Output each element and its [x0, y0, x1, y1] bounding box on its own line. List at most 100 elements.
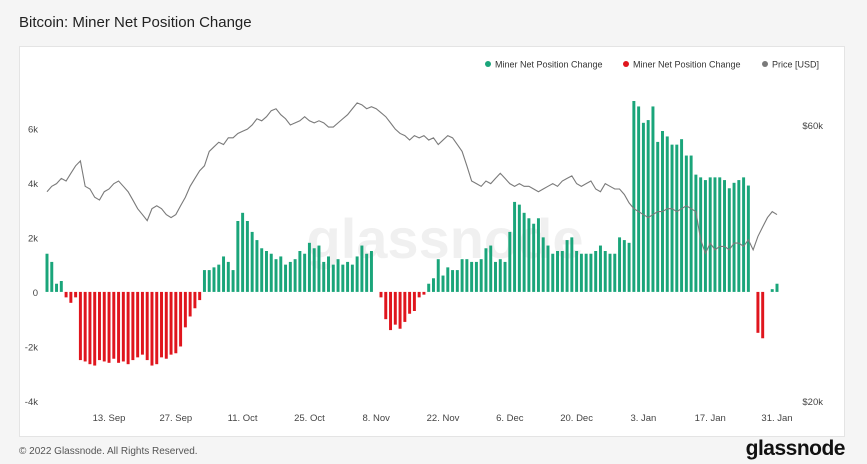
bar-positive	[646, 120, 650, 292]
bar-positive	[322, 261, 326, 292]
bar-positive	[565, 240, 569, 292]
bar-negative	[88, 291, 92, 365]
bar-negative	[422, 291, 426, 295]
bar-positive	[465, 259, 469, 292]
x-axis-tick-label: 13. Sep	[93, 413, 126, 424]
bar-positive	[603, 251, 607, 292]
bar-positive	[651, 106, 655, 292]
bar-positive	[441, 275, 445, 292]
bar-positive	[775, 283, 779, 292]
bar-positive	[346, 261, 350, 292]
bar-positive	[680, 139, 684, 292]
legend-label[interactable]: Price [USD]	[772, 60, 819, 70]
bar-negative	[198, 291, 202, 301]
y-axis-right-tick-label: $60k	[802, 121, 823, 132]
bar-negative	[761, 291, 765, 339]
bar-negative	[93, 291, 97, 366]
y-axis-left-tick-label: -4k	[25, 397, 38, 408]
legend-label[interactable]: Miner Net Position Change	[633, 60, 741, 70]
y-axis-left-tick-label: 6k	[28, 124, 38, 135]
bar-positive	[236, 221, 240, 292]
bar-positive	[598, 245, 602, 292]
bar-positive	[217, 264, 221, 292]
bar-positive	[589, 253, 593, 292]
bar-positive	[527, 218, 531, 292]
bar-positive	[622, 240, 626, 292]
legend-label[interactable]: Miner Net Position Change	[495, 60, 603, 70]
bar-positive	[369, 251, 373, 292]
bar-positive	[670, 144, 674, 292]
bar-positive	[613, 253, 617, 292]
bar-positive	[699, 177, 703, 292]
bar-positive	[327, 256, 330, 292]
x-axis-tick-label: 25. Oct	[294, 413, 325, 424]
bar-positive	[570, 237, 574, 292]
bar-positive	[575, 251, 579, 292]
bar-positive	[513, 201, 517, 292]
price-line	[46, 102, 778, 255]
bar-negative	[64, 291, 68, 298]
bar-negative	[193, 291, 197, 309]
bar-negative	[183, 291, 187, 328]
bar-negative	[121, 291, 125, 362]
bar-positive	[584, 253, 588, 292]
bar-positive	[618, 237, 622, 292]
bar-positive	[732, 182, 736, 292]
bar-negative	[398, 291, 402, 329]
bar-negative	[126, 291, 130, 365]
bar-negative	[98, 291, 101, 361]
bar-positive	[431, 278, 435, 292]
bar-negative	[140, 291, 144, 355]
bar-positive	[279, 256, 283, 292]
bar-positive	[665, 136, 669, 292]
bar-positive	[341, 264, 345, 292]
bar-positive	[360, 245, 364, 292]
bar-positive	[241, 212, 245, 292]
bar-positive	[455, 270, 459, 292]
bar-negative	[145, 291, 149, 361]
y-axis-left-tick-label: 0	[33, 288, 38, 299]
bar-positive	[55, 283, 59, 292]
bar-positive	[489, 245, 493, 292]
x-axis-tick-label: 20. Dec	[560, 413, 593, 424]
bar-positive	[460, 259, 464, 292]
bar-positive	[298, 251, 302, 292]
bar-negative	[379, 291, 383, 298]
bar-positive	[312, 248, 316, 292]
bar-positive	[255, 240, 259, 292]
bar-positive	[336, 259, 340, 292]
bar-positive	[284, 264, 288, 292]
bar-positive	[226, 261, 230, 292]
bar-positive	[508, 231, 512, 292]
bar-positive	[427, 283, 431, 292]
bar-positive	[50, 261, 54, 292]
y-axis-left-tick-label: -2k	[25, 342, 38, 353]
bar-positive	[770, 289, 774, 292]
bar-negative	[155, 291, 159, 365]
bar-negative	[164, 291, 168, 359]
bar-positive	[307, 242, 311, 292]
bar-positive	[222, 256, 226, 292]
bar-negative	[408, 291, 412, 314]
bar-positive	[684, 155, 688, 292]
bar-positive	[551, 253, 555, 292]
bar-negative	[69, 291, 73, 303]
bar-positive	[522, 212, 526, 292]
legend-marker	[762, 61, 768, 67]
bar-positive	[207, 270, 211, 292]
bar-positive	[608, 253, 612, 292]
x-axis-tick-label: 31. Jan	[761, 413, 792, 424]
bar-positive	[470, 261, 474, 292]
bar-positive	[350, 264, 354, 292]
bar-positive	[594, 251, 598, 292]
x-axis-tick-label: 3. Jan	[630, 413, 656, 424]
bar-positive	[288, 261, 292, 292]
bar-negative	[389, 291, 393, 331]
bar-positive	[627, 242, 631, 292]
bar-negative	[112, 291, 116, 359]
bar-positive	[293, 259, 297, 292]
bar-negative	[160, 291, 163, 358]
bar-positive	[45, 253, 49, 292]
bar-positive	[579, 253, 583, 292]
